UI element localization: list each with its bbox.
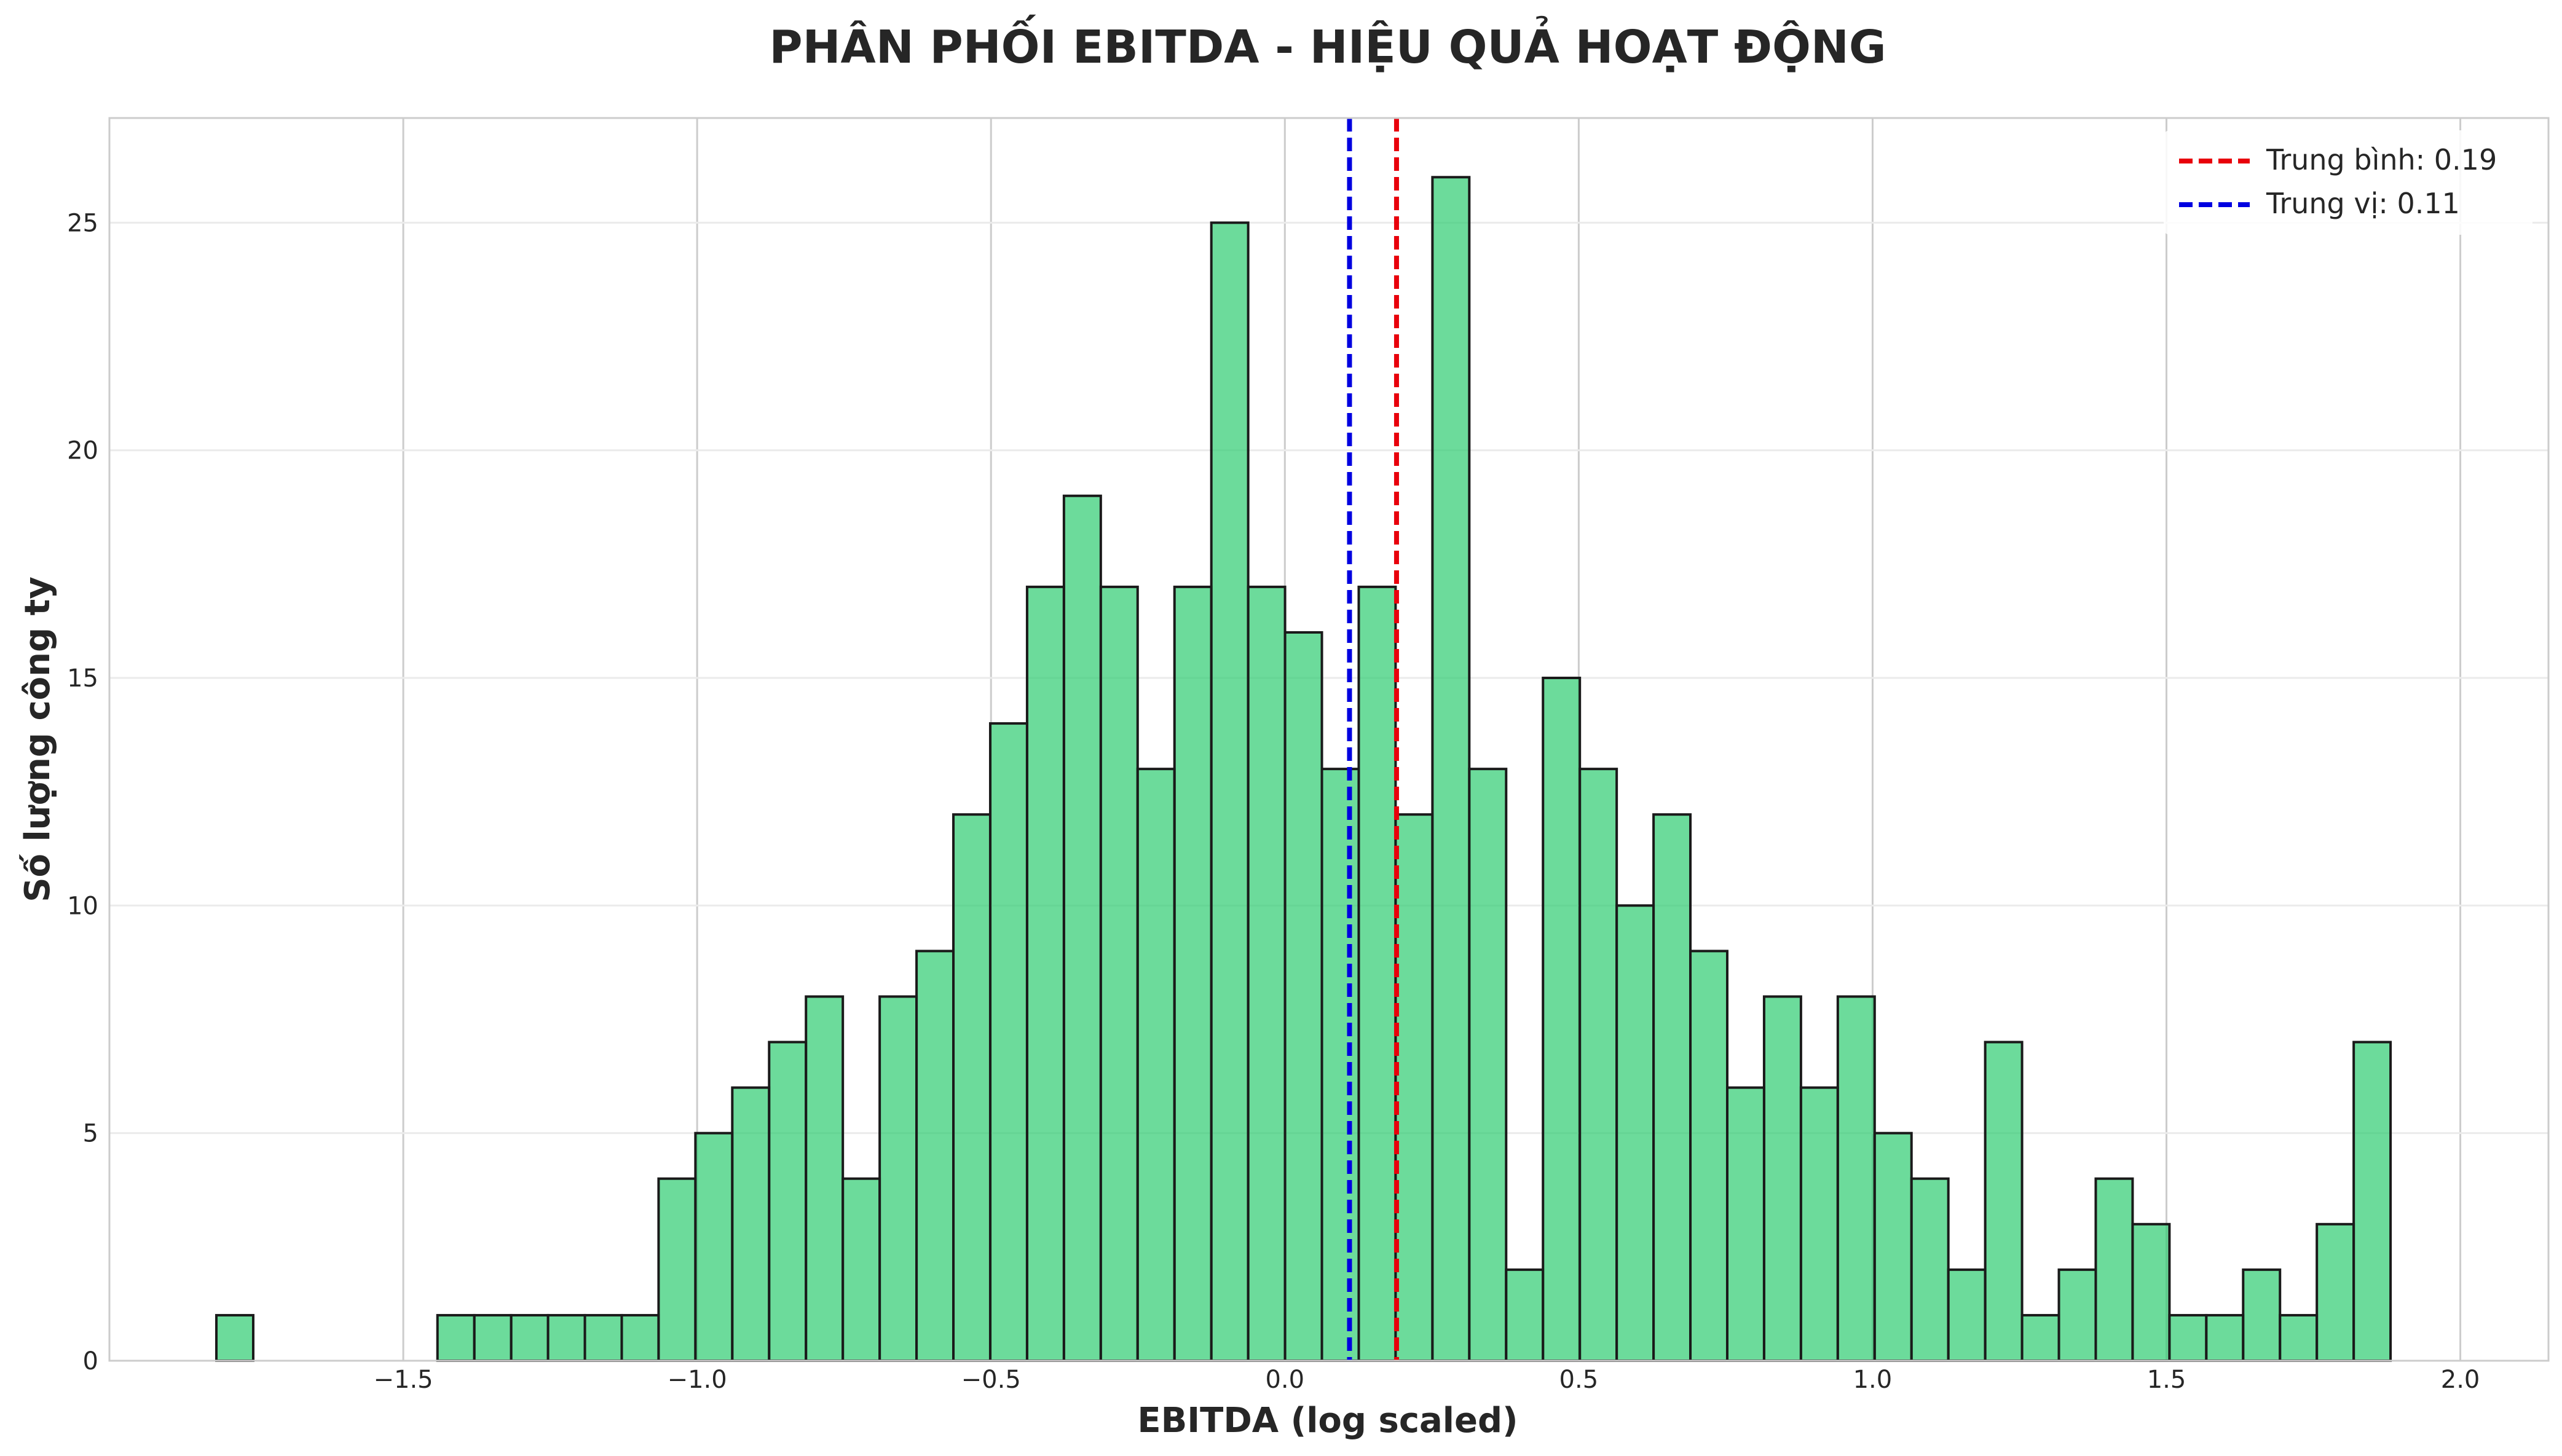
- histogram-bar: [1394, 813, 1434, 1362]
- y-tick-label: 0: [83, 1347, 98, 1375]
- histogram-bar: [988, 722, 1028, 1362]
- histogram-bar: [842, 1177, 881, 1362]
- chart-title: PHÂN PHỐI EBITDA - HIỆU QUẢ HOẠT ĐỘNG: [769, 14, 1886, 74]
- histogram-bar: [1762, 995, 1802, 1362]
- histogram-bar: [1062, 494, 1102, 1363]
- histogram-bar: [1173, 585, 1213, 1362]
- histogram-bar: [1247, 585, 1287, 1362]
- histogram-bar: [1579, 768, 1618, 1362]
- histogram-bar: [1873, 1131, 1913, 1362]
- histogram-bar: [694, 1131, 734, 1362]
- histogram-bar: [215, 1313, 254, 1363]
- histogram-bar: [2316, 1222, 2355, 1363]
- histogram-bar: [583, 1313, 623, 1363]
- x-tick-label: 1.5: [2147, 1366, 2186, 1394]
- histogram-bar: [1505, 1268, 1545, 1363]
- legend: Trung bình: 0.19 Trung vị: 0.11: [2164, 130, 2532, 235]
- histogram-bar: [1836, 995, 1876, 1362]
- histogram-bar: [1468, 768, 1508, 1362]
- histogram-bar: [878, 995, 918, 1362]
- y-tick-label: 10: [67, 892, 98, 920]
- x-tick-label: −0.5: [961, 1366, 1021, 1394]
- x-tick-label: −1.0: [668, 1366, 727, 1394]
- histogram-bar: [1025, 585, 1065, 1362]
- histogram-bar: [620, 1313, 660, 1363]
- y-tick-label: 5: [83, 1120, 98, 1148]
- x-tick-label: −1.5: [374, 1366, 433, 1394]
- y-tick-label: 20: [67, 437, 98, 465]
- histogram-bar: [731, 1086, 771, 1362]
- histogram-bar: [2020, 1313, 2060, 1363]
- x-tick-label: 1.0: [1853, 1366, 1893, 1394]
- histogram-bar: [2205, 1313, 2245, 1363]
- histogram-bar: [2057, 1268, 2097, 1363]
- y-tick-label: 25: [67, 209, 98, 237]
- x-tick-label: 2.0: [2441, 1366, 2480, 1394]
- histogram-bar: [1689, 950, 1728, 1362]
- histogram-bar: [2168, 1313, 2208, 1363]
- histogram-bar: [1984, 1041, 2024, 1362]
- x-tick-label: 0.0: [1265, 1366, 1304, 1394]
- histogram-bar: [657, 1177, 697, 1362]
- reference-lines: [1347, 118, 1399, 1361]
- histogram-bar: [1136, 768, 1176, 1362]
- histogram-bar: [2094, 1177, 2134, 1362]
- histogram-bar: [2242, 1268, 2282, 1363]
- histogram-bar: [1283, 631, 1323, 1362]
- histogram-bar: [1099, 585, 1139, 1362]
- histogram-bar: [473, 1313, 513, 1363]
- x-tick-label: 0.5: [1559, 1366, 1599, 1394]
- histogram-bar: [1652, 813, 1692, 1362]
- histogram-bar: [1615, 904, 1655, 1363]
- histogram-bar: [915, 950, 955, 1362]
- legend-mean-label: Trung bình: 0.19: [2266, 143, 2497, 176]
- y-axis-ticks: 0 5 10 15 20 25: [67, 209, 98, 1375]
- plot-frame: [108, 117, 2550, 1362]
- y-tick-label: 15: [67, 664, 98, 693]
- histogram-bar: [2279, 1313, 2319, 1363]
- histogram-bars: [215, 176, 2392, 1363]
- histogram-bar: [1542, 677, 1582, 1362]
- histogram-bar: [1799, 1086, 1839, 1362]
- histogram-bar: [546, 1313, 586, 1363]
- histogram-bar: [805, 995, 845, 1362]
- histogram-bar: [2131, 1222, 2171, 1363]
- histogram-bar: [1320, 768, 1360, 1362]
- legend-median-label: Trung vị: 0.11: [2266, 187, 2460, 220]
- histogram-bar: [1431, 176, 1471, 1362]
- legend-box: [2164, 130, 2532, 235]
- histogram-bar: [436, 1313, 476, 1363]
- histogram-bar: [1210, 221, 1250, 1362]
- histogram-bar: [510, 1313, 550, 1363]
- histogram-bar: [1725, 1086, 1765, 1362]
- histogram-bar: [2352, 1041, 2392, 1362]
- x-axis-label: EBITDA (log scaled): [1137, 1401, 1518, 1441]
- histogram-bar: [1910, 1177, 1950, 1362]
- y-axis-label: Số lượng công ty: [18, 576, 58, 902]
- histogram-bar: [952, 813, 991, 1362]
- x-axis-ticks: −1.5 −1.0 −0.5 0.0 0.5 1.0 1.5 2.0: [374, 1366, 2480, 1394]
- histogram-bar: [768, 1041, 808, 1362]
- histogram-bar: [1947, 1268, 1987, 1363]
- histogram-bar: [1357, 585, 1397, 1362]
